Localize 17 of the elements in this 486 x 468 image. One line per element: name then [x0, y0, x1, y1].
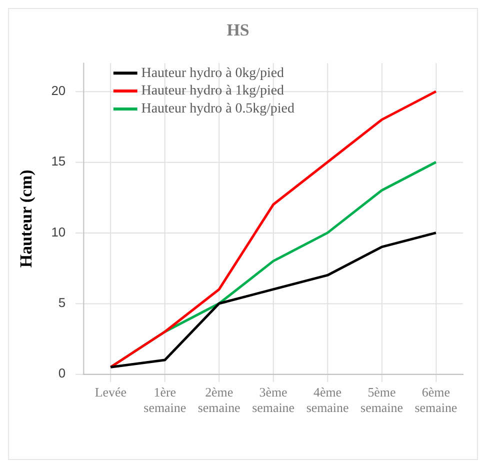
legend-label: Hauteur hydro à 0kg/pied: [141, 66, 284, 81]
x-tick-label: Levée: [94, 384, 127, 400]
y-tick-label: 5: [58, 295, 66, 310]
x-tick-label: 2ème semaine: [198, 384, 241, 415]
chart-title: HS: [226, 20, 250, 40]
y-tick-label: 0: [58, 366, 66, 381]
legend-label: Hauteur hydro à 1kg/pied: [141, 84, 284, 99]
y-tick-label: 20: [51, 82, 66, 98]
x-tick-label: 1ère semaine: [144, 384, 186, 415]
legend-label: Hauteur hydro à 0.5kg/pied: [141, 102, 294, 117]
x-tick-label: 5ème semaine: [360, 384, 404, 415]
x-tick-label: 3ème semaine: [252, 384, 295, 415]
x-tick-label: 6ème semaine: [414, 384, 458, 415]
y-tick-label: 15: [51, 154, 66, 169]
x-tick-label: 4ème semaine: [306, 384, 349, 415]
y-axis-title: Hauteur (cm): [16, 170, 36, 268]
y-tick-label: 10: [51, 224, 66, 240]
